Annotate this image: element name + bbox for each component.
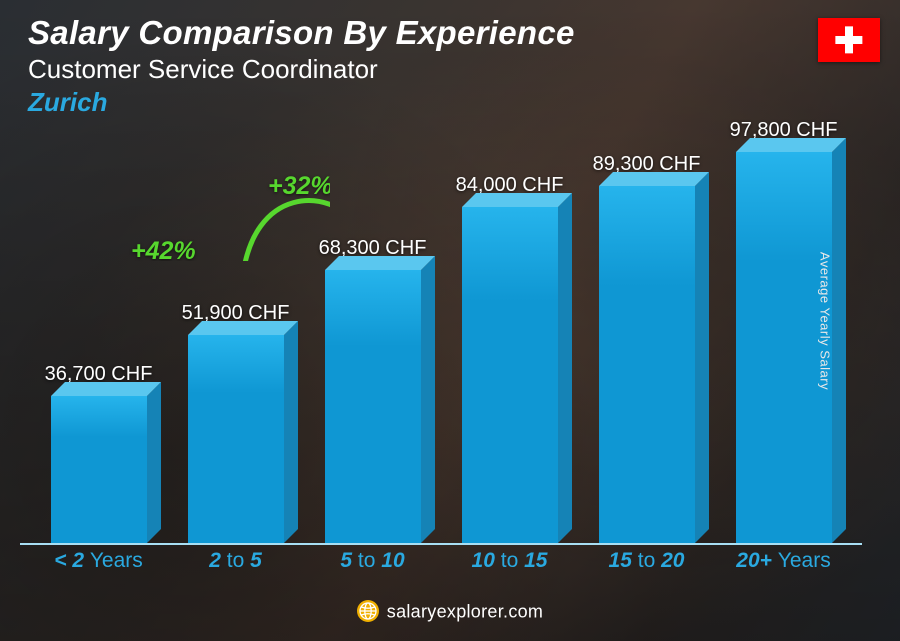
bar bbox=[599, 186, 695, 543]
chart-location: Zurich bbox=[28, 87, 575, 118]
header: Salary Comparison By Experience Customer… bbox=[28, 14, 575, 118]
x-axis-label: 5 to 10 bbox=[304, 549, 441, 581]
bar-side bbox=[284, 321, 298, 543]
bar-top bbox=[736, 138, 846, 152]
bar-top bbox=[462, 193, 572, 207]
bar-front bbox=[51, 396, 147, 543]
swiss-flag-icon bbox=[818, 18, 880, 62]
bar-group: 89,300 CHF bbox=[578, 153, 715, 543]
bar-group: 36,700 CHF bbox=[30, 363, 167, 543]
bar-group: 84,000 CHF bbox=[441, 174, 578, 543]
infographic-canvas: Salary Comparison By Experience Customer… bbox=[0, 0, 900, 641]
bar-top bbox=[325, 256, 435, 270]
bar-top bbox=[188, 321, 298, 335]
y-axis-label: Average Yearly Salary bbox=[817, 251, 832, 389]
chart-title: Salary Comparison By Experience bbox=[28, 14, 575, 52]
bar-group: 68,300 CHF bbox=[304, 237, 441, 543]
bar-side bbox=[832, 138, 846, 543]
x-axis-labels: < 2 Years2 to 55 to 1010 to 1515 to 2020… bbox=[30, 549, 852, 581]
bar-side bbox=[147, 382, 161, 543]
chart-subtitle: Customer Service Coordinator bbox=[28, 54, 575, 85]
bar-chart: 36,700 CHF51,900 CHF68,300 CHF84,000 CHF… bbox=[30, 111, 852, 581]
bar-top bbox=[51, 382, 161, 396]
bar-top bbox=[599, 172, 709, 186]
footer-text: salaryexplorer.com bbox=[387, 602, 543, 622]
bar bbox=[325, 270, 421, 543]
chart-bars: 36,700 CHF51,900 CHF68,300 CHF84,000 CHF… bbox=[30, 113, 852, 543]
bar bbox=[462, 207, 558, 543]
x-axis-label: 2 to 5 bbox=[167, 549, 304, 581]
bar bbox=[188, 335, 284, 543]
bar bbox=[51, 396, 147, 543]
bar-side bbox=[558, 193, 572, 543]
flag-cross-icon bbox=[835, 26, 862, 53]
bar-side bbox=[695, 172, 709, 543]
bar-front bbox=[325, 270, 421, 543]
bar-front bbox=[462, 207, 558, 543]
x-axis-label: < 2 Years bbox=[30, 549, 167, 581]
globe-icon bbox=[357, 600, 379, 627]
bar-side bbox=[421, 256, 435, 543]
x-axis-label: 10 to 15 bbox=[441, 549, 578, 581]
x-axis-label: 20+ Years bbox=[715, 549, 852, 581]
x-axis-label: 15 to 20 bbox=[578, 549, 715, 581]
footer: salaryexplorer.com bbox=[0, 600, 900, 627]
bar-front bbox=[599, 186, 695, 543]
bar-group: 51,900 CHF bbox=[167, 302, 304, 543]
bar-front bbox=[188, 335, 284, 543]
